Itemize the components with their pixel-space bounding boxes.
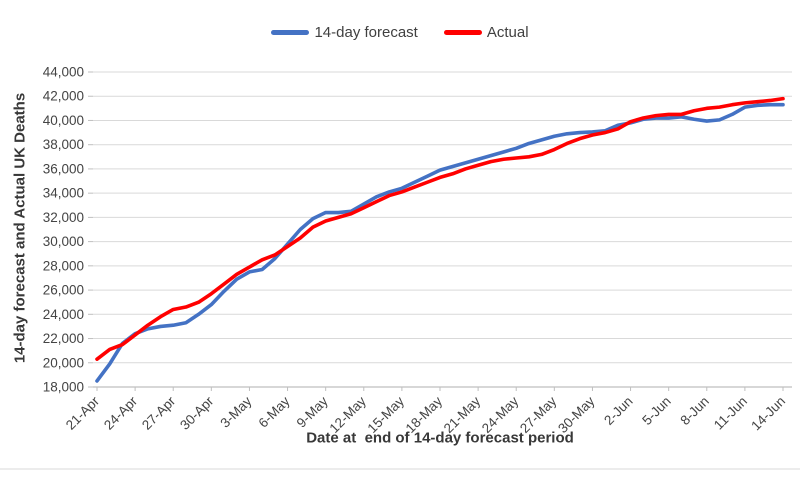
svg-text:20,000: 20,000 [43,355,84,370]
series-line-actual [95,96,785,361]
svg-text:22,000: 22,000 [43,331,84,346]
svg-text:24-Apr: 24-Apr [101,393,141,433]
svg-text:8-Jun: 8-Jun [677,394,711,428]
legend: 14-day forecast Actual [0,24,800,41]
svg-text:18,000: 18,000 [43,380,84,395]
svg-text:26,000: 26,000 [43,283,84,298]
svg-text:28,000: 28,000 [43,258,84,273]
axis-ticks [88,71,784,391]
y-axis-title: 14-day forecast and Actual UK Deaths [11,92,29,364]
svg-text:2-Jun: 2-Jun [601,394,635,428]
svg-text:21-Apr: 21-Apr [63,393,103,433]
x-axis-title: Date at end of 14-day forecast period [306,429,574,447]
svg-text:6-May: 6-May [256,393,293,430]
series-line-forecast [95,102,785,383]
bottom-divider [0,468,800,470]
svg-text:24,000: 24,000 [43,307,84,322]
svg-text:30,000: 30,000 [43,234,84,249]
forecast-line-swatch [271,30,310,35]
legend-item-forecast: 14-day forecast [271,24,418,41]
legend-item-actual: Actual [443,24,529,41]
svg-text:42,000: 42,000 [43,89,84,104]
legend-label-actual: Actual [486,24,529,41]
svg-text:32,000: 32,000 [43,210,84,225]
y-tick-labels: 18,000 20,000 22,000 24,000 26,000 28,000 30,0… [43,65,84,395]
svg-text:5-Jun: 5-Jun [639,394,673,428]
svg-text:40,000: 40,000 [43,113,84,128]
svg-text:36,000: 36,000 [43,161,84,176]
svg-text:11-Jun: 11-Jun [711,394,750,433]
actual-line-swatch [443,30,482,35]
svg-text:14-Jun: 14-Jun [748,394,788,434]
svg-text:3-May: 3-May [217,393,254,430]
svg-text:38,000: 38,000 [43,137,84,152]
svg-text:44,000: 44,000 [43,65,84,80]
svg-text:30-Apr: 30-Apr [177,393,217,433]
svg-text:27-Apr: 27-Apr [139,393,179,433]
svg-text:34,000: 34,000 [43,186,84,201]
legend-label-forecast: 14-day forecast [314,24,418,41]
